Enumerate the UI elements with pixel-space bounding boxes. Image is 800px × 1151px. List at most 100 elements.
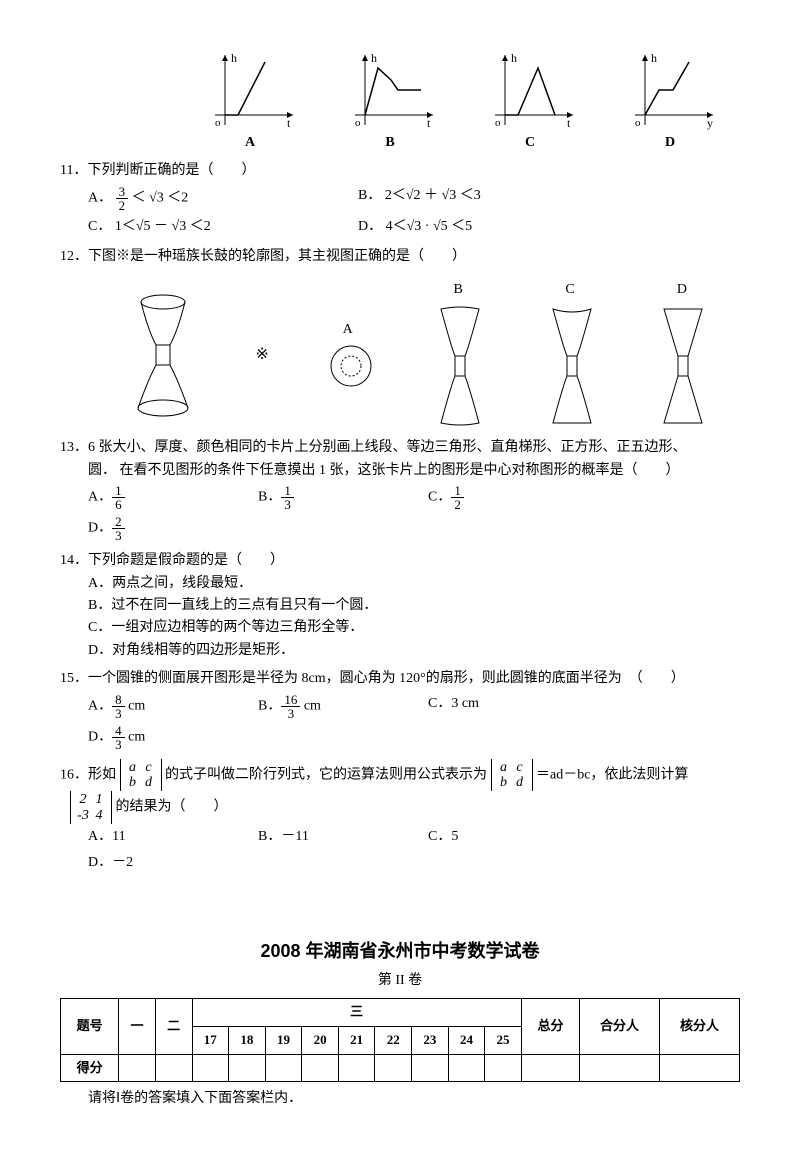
det-2: ac bd bbox=[491, 759, 533, 792]
cell bbox=[229, 1054, 266, 1082]
graphs-row: h t o A h t o B h t o bbox=[180, 50, 740, 154]
cell bbox=[485, 1054, 522, 1082]
col-25: 25 bbox=[485, 1026, 522, 1054]
drum-d: D bbox=[656, 279, 711, 432]
q11-stem: 11．下列判断正确的是（ ） bbox=[60, 160, 740, 182]
q16: 16．形如 ac bd 的式子叫做二阶行列式，它的运算法则用公式表示为 ac b… bbox=[60, 759, 740, 877]
q15-c: C．3 cm bbox=[428, 693, 588, 720]
q16-b: B．－11 bbox=[258, 826, 418, 848]
col-17: 17 bbox=[192, 1026, 229, 1054]
col-22: 22 bbox=[375, 1026, 412, 1054]
drum-a: A bbox=[326, 319, 376, 392]
graph-b: h t o B bbox=[343, 50, 438, 154]
q15-d: D．43 cm bbox=[88, 724, 248, 751]
th-one: 一 bbox=[119, 999, 156, 1055]
graph-a: h t o A bbox=[203, 50, 298, 154]
cell bbox=[155, 1054, 192, 1082]
svg-text:o: o bbox=[355, 117, 361, 129]
th-score: 得分 bbox=[61, 1054, 119, 1082]
q11: 11．下列判断正确的是（ ） A． 32 ＜ √3 ＜2 B． 2＜√2 ＋ √… bbox=[60, 160, 740, 240]
graph-c: h t o C bbox=[483, 50, 578, 154]
cell bbox=[302, 1054, 339, 1082]
svg-text:o: o bbox=[495, 117, 501, 129]
q15-b: B．163 cm bbox=[258, 693, 418, 720]
q13-d: D．23 bbox=[88, 515, 248, 542]
cell bbox=[265, 1054, 302, 1082]
q14-stem: 14．下列命题是假命题的是（ ） bbox=[60, 550, 740, 572]
paper-subtitle: 第 II 卷 bbox=[60, 970, 740, 992]
q16-d: D．－2 bbox=[88, 852, 248, 874]
col-21: 21 bbox=[338, 1026, 375, 1054]
q13: 13．6 张大小、厚度、颜色相同的卡片上分别画上线段、等边三角形、直角梯形、正方… bbox=[60, 437, 740, 544]
svg-text:t: t bbox=[567, 116, 571, 130]
paper-title: 2008 年湖南省永州市中考数学试卷 bbox=[60, 937, 740, 966]
th-hefen: 合分人 bbox=[580, 999, 660, 1055]
graph-d-svg: h y o bbox=[623, 50, 718, 130]
cell bbox=[448, 1054, 485, 1082]
q16-a: A．11 bbox=[88, 826, 248, 848]
graph-a-label: A bbox=[203, 132, 298, 154]
cell bbox=[412, 1054, 449, 1082]
th-two: 二 bbox=[155, 999, 192, 1055]
th-hefen2: 核分人 bbox=[659, 999, 739, 1055]
cell bbox=[119, 1054, 156, 1082]
cell bbox=[580, 1054, 660, 1082]
svg-text:h: h bbox=[651, 51, 657, 65]
q14-d: D．对角线相等的四边形是矩形． bbox=[88, 640, 740, 662]
q13-a: A．16 bbox=[88, 484, 248, 511]
q13-stem2: 圆． 在看不见图形的条件下任意摸出 1 张，这张卡片上的图形是中心对称图形的概率… bbox=[88, 460, 740, 482]
graph-d: h y o D bbox=[623, 50, 718, 154]
q15-a: A．83 cm bbox=[88, 693, 248, 720]
cell bbox=[375, 1054, 412, 1082]
svg-text:t: t bbox=[287, 116, 291, 130]
q11-c: C． 1＜√5 － √3 ＜2 bbox=[88, 216, 348, 238]
col-18: 18 bbox=[229, 1026, 266, 1054]
cell bbox=[338, 1054, 375, 1082]
det-3: 21 -34 bbox=[70, 791, 112, 824]
col-24: 24 bbox=[448, 1026, 485, 1054]
note: 请将Ⅰ卷的答案填入下面答案栏内． bbox=[88, 1088, 740, 1110]
col-20: 20 bbox=[302, 1026, 339, 1054]
th-three: 三 bbox=[192, 999, 521, 1027]
q11-a: A． 32 ＜ √3 ＜2 bbox=[88, 185, 348, 212]
q15: 15．一个圆锥的侧面展开图形是半径为 8cm，圆心角为 120°的扇形，则此圆锥… bbox=[60, 668, 740, 752]
svg-text:h: h bbox=[371, 51, 377, 65]
q15-stem: 15．一个圆锥的侧面展开图形是半径为 8cm，圆心角为 120°的扇形，则此圆锥… bbox=[60, 668, 740, 690]
drum-b: B bbox=[433, 279, 488, 432]
graph-b-svg: h t o bbox=[343, 50, 438, 130]
cell bbox=[192, 1054, 229, 1082]
q12-stem: 12．下图※是一种瑶族长鼓的轮廓图，其主视图正确的是（ ） bbox=[60, 246, 740, 268]
q14: 14．下列命题是假命题的是（ ） A．两点之间，线段最短． B．过不在同一直线上… bbox=[60, 550, 740, 662]
q16-c: C．5 bbox=[428, 826, 588, 848]
svg-text:y: y bbox=[707, 116, 713, 130]
det-1: ac bd bbox=[120, 759, 162, 792]
graph-c-label: C bbox=[483, 132, 578, 154]
cell bbox=[659, 1054, 739, 1082]
q11-d: D． 4＜√3 · √5 ＜5 bbox=[358, 216, 618, 238]
drum-star: ※ bbox=[255, 342, 268, 368]
drum-original bbox=[128, 290, 198, 420]
q14-c: C．一组对应边相等的两个等边三角形全等． bbox=[88, 617, 740, 639]
drum-c: C bbox=[545, 279, 600, 432]
col-23: 23 bbox=[412, 1026, 449, 1054]
svg-text:o: o bbox=[635, 117, 641, 129]
q13-b: B．13 bbox=[258, 484, 418, 511]
th-total: 总分 bbox=[521, 999, 579, 1055]
graph-c-svg: h t o bbox=[483, 50, 578, 130]
q13-stem1: 13．6 张大小、厚度、颜色相同的卡片上分别画上线段、等边三角形、直角梯形、正方… bbox=[60, 437, 740, 459]
q13-c: C．12 bbox=[428, 484, 588, 511]
graph-d-label: D bbox=[623, 132, 718, 154]
q16-line1: 16．形如 ac bd 的式子叫做二阶行列式，它的运算法则用公式表示为 ac b… bbox=[60, 759, 740, 792]
svg-text:t: t bbox=[427, 116, 431, 130]
svg-text:h: h bbox=[511, 51, 517, 65]
cell bbox=[521, 1054, 579, 1082]
graph-b-label: B bbox=[343, 132, 438, 154]
svg-text:o: o bbox=[215, 117, 221, 129]
q12: 12．下图※是一种瑶族长鼓的轮廓图，其主视图正确的是（ ） ※ A B bbox=[60, 246, 740, 431]
q16-line2: 21 -34 的结果为（ ） bbox=[70, 791, 740, 824]
q14-a: A．两点之间，线段最短． bbox=[88, 573, 740, 595]
svg-text:h: h bbox=[231, 51, 237, 65]
th-num: 题号 bbox=[61, 999, 119, 1055]
q14-b: B．过不在同一直线上的三点有且只有一个圆． bbox=[88, 595, 740, 617]
col-19: 19 bbox=[265, 1026, 302, 1054]
